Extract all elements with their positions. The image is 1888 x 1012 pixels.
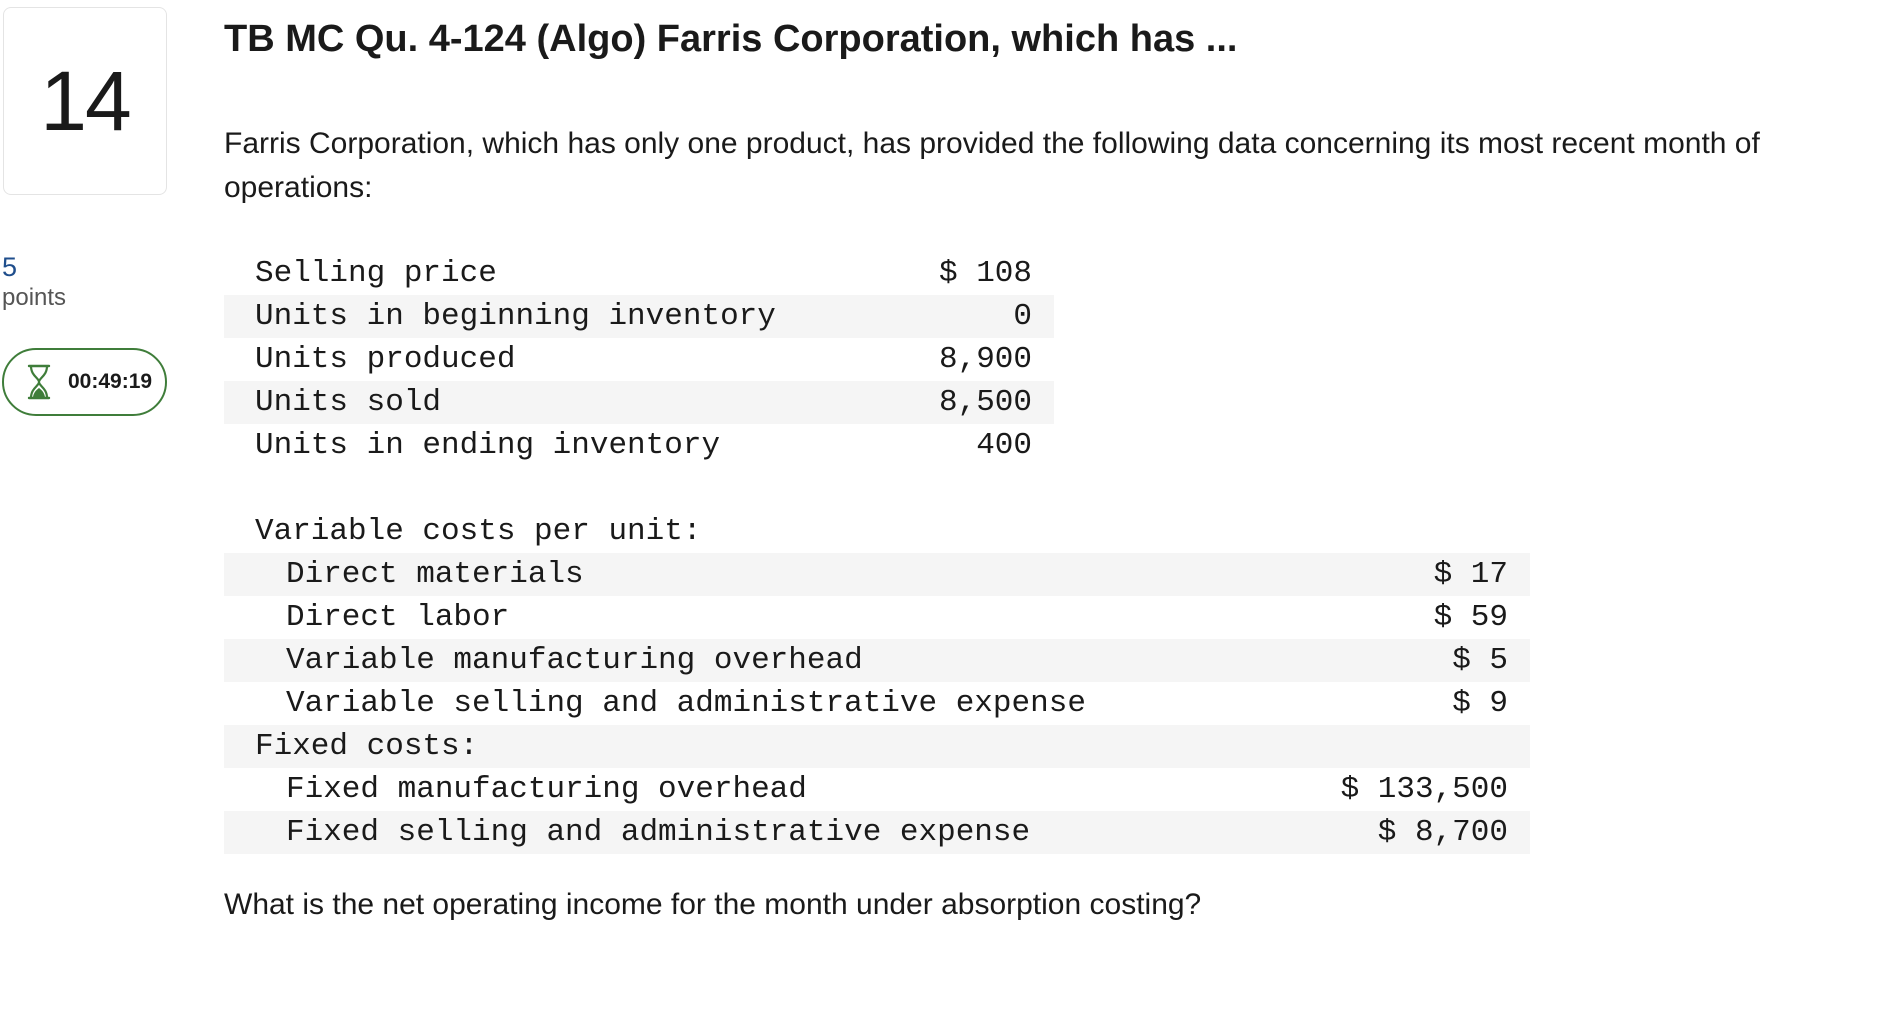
cost-data-table: Variable costs per unit: Direct material… — [224, 510, 1530, 854]
points-label: points — [2, 284, 67, 311]
row-value: $ 133,500 — [1340, 772, 1508, 807]
row-value: $ 8,700 — [1377, 815, 1508, 850]
row-value: 400 — [976, 428, 1032, 463]
row-label: Units produced — [255, 342, 516, 377]
table-row: Fixed selling and administrative expense… — [224, 811, 1530, 854]
row-label: Direct labor — [286, 600, 510, 635]
row-label: Variable selling and administrative expe… — [286, 686, 1086, 721]
table-row: Variable manufacturing overhead $ 5 — [224, 639, 1530, 682]
row-label: Variable costs per unit: — [255, 514, 702, 549]
row-value: $ 59 — [1433, 600, 1508, 635]
question-title: TB MC Qu. 4-124 (Algo) Farris Corporatio… — [224, 18, 1238, 60]
table-row: Units produced 8,900 — [224, 338, 1054, 381]
row-value: $ 9 — [1452, 686, 1508, 721]
table-row: Direct labor $ 59 — [224, 596, 1530, 639]
row-value: 8,500 — [938, 385, 1032, 420]
timer-value: 00:49:19 — [68, 370, 153, 393]
row-label: Fixed costs: — [255, 729, 479, 764]
row-label: Direct materials — [286, 557, 584, 592]
row-label: Fixed manufacturing overhead — [286, 772, 807, 807]
table-row: Units in ending inventory 400 — [224, 424, 1054, 467]
question-intro: Farris Corporation, which has only one p… — [224, 127, 1760, 204]
row-value: 8,900 — [938, 342, 1032, 377]
points-value: 5 — [2, 252, 18, 282]
hourglass-icon — [27, 364, 51, 400]
row-label: Units in ending inventory — [255, 428, 721, 463]
table-row: Units in beginning inventory 0 — [224, 295, 1054, 338]
table-row: Fixed costs: — [224, 725, 1530, 768]
row-value: 0 — [1013, 299, 1032, 334]
table-row: Units sold 8,500 — [224, 381, 1054, 424]
row-value: $ 5 — [1452, 643, 1508, 678]
table-row: Variable selling and administrative expe… — [224, 682, 1530, 725]
timer-badge[interactable]: 00:49:19 — [2, 348, 167, 416]
row-label: Units sold — [255, 385, 442, 420]
row-label: Fixed selling and administrative expense — [286, 815, 1031, 850]
table-row: Direct materials $ 17 — [224, 553, 1530, 596]
question-prompt: What is the net operating income for the… — [224, 888, 1202, 921]
row-label: Variable manufacturing overhead — [286, 643, 863, 678]
row-value: $ 108 — [938, 256, 1032, 291]
question-number: 14 — [3, 7, 167, 195]
row-label: Selling price — [255, 256, 497, 291]
production-data-table: Selling price $ 108 Units in beginning i… — [224, 252, 1054, 467]
row-label: Units in beginning inventory — [255, 299, 776, 334]
table-row: Variable costs per unit: — [224, 510, 1530, 553]
table-row: Fixed manufacturing overhead $ 133,500 — [224, 768, 1530, 811]
table-row: Selling price $ 108 — [224, 252, 1054, 295]
points-block: 5 points — [2, 252, 66, 312]
row-value: $ 17 — [1433, 557, 1508, 592]
